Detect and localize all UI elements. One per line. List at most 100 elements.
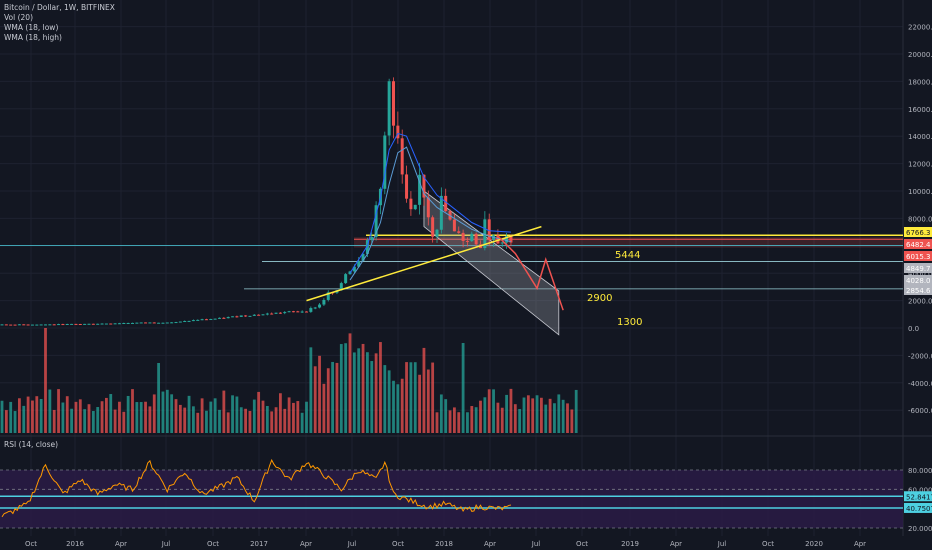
candle-body xyxy=(65,324,69,326)
volume-bar xyxy=(235,396,239,433)
projection-path[interactable] xyxy=(497,235,564,311)
candle-body xyxy=(113,323,117,325)
volume-bar xyxy=(9,401,13,433)
candle-body xyxy=(178,321,182,323)
price-tick-label: 8000.0 xyxy=(908,215,932,223)
volume-bar xyxy=(57,389,60,433)
volume-bar xyxy=(396,384,400,433)
time-tick-label: Apr xyxy=(300,540,312,548)
candle-body xyxy=(300,311,304,313)
candle-body xyxy=(287,311,291,313)
candle-body xyxy=(196,319,200,321)
volume-bar xyxy=(392,380,395,433)
volume-bar xyxy=(279,393,282,433)
price-tick-label: 0.0 xyxy=(908,325,919,333)
volume-bar xyxy=(470,406,474,433)
volume-bar xyxy=(400,378,404,433)
volume-bar xyxy=(518,409,522,433)
volume-bar xyxy=(252,399,256,433)
volume-bar xyxy=(483,397,487,433)
candle-body xyxy=(274,312,278,314)
candle-body xyxy=(157,322,161,324)
candle-body xyxy=(487,219,491,240)
volume-bar xyxy=(387,370,391,433)
candle-body xyxy=(87,323,91,325)
volume-bar xyxy=(231,395,234,433)
volume-bar xyxy=(557,394,561,433)
candle-body xyxy=(26,324,30,326)
volume-bar xyxy=(100,401,104,433)
candle-body xyxy=(283,312,287,314)
volume-bar xyxy=(157,363,160,433)
volume-bar xyxy=(453,407,456,433)
volume-bar xyxy=(0,400,4,433)
time-tick-label: Oct xyxy=(762,540,774,548)
horizontal-levels[interactable] xyxy=(0,234,903,290)
volume-bar xyxy=(144,401,147,433)
price-tick-label: -4000.0 xyxy=(908,380,932,388)
volume-bar xyxy=(339,344,343,433)
volume-bar xyxy=(52,409,56,433)
volume-bar xyxy=(326,368,330,433)
trendline[interactable] xyxy=(306,225,542,302)
price-tick-label: 22000.0 xyxy=(908,24,932,32)
main-legend: Bitcoin / Dollar, 1W, BITFINEX Vol (20) … xyxy=(4,3,115,43)
time-tick-label: Apr xyxy=(484,540,496,548)
volume-bar xyxy=(431,362,435,433)
candle-body xyxy=(270,313,274,315)
candle-body xyxy=(35,324,39,326)
volume-bar xyxy=(487,389,491,433)
volume-bar xyxy=(70,408,73,433)
candle-body xyxy=(74,323,78,325)
annotation-1300: 1300 xyxy=(617,317,642,328)
indicator-wma-low: WMA (18, low) xyxy=(4,23,59,32)
indicator-volume: Vol (20) xyxy=(4,13,34,22)
volume-bar xyxy=(239,407,243,433)
candle-body xyxy=(104,323,108,325)
chart-title: Bitcoin / Dollar, 1W, BITFINEX xyxy=(4,3,115,12)
price-channel[interactable] xyxy=(423,190,560,336)
volume-bar xyxy=(161,391,165,433)
price-tick-label: 12000.0 xyxy=(908,161,932,169)
volume-bar xyxy=(513,404,517,433)
price-tag-label: 4849.7 xyxy=(906,265,931,273)
candle-body xyxy=(248,315,252,317)
price-tag-bg xyxy=(904,239,932,249)
candle-body xyxy=(339,283,343,291)
volume-bar xyxy=(83,409,87,433)
candle-body xyxy=(426,197,430,218)
time-tick-label: 2018 xyxy=(435,540,453,548)
time-axis[interactable]: Oct 2016 Apr Jul Oct 2017 Apr Jul Oct 2018 Apr Jul O… xyxy=(25,540,866,548)
candle-body xyxy=(361,253,365,261)
time-tick-label: 2017 xyxy=(250,540,268,548)
rsi-value-tag-bg xyxy=(904,502,932,513)
volume-bar xyxy=(35,396,39,433)
candle-body xyxy=(30,324,34,326)
price-axis[interactable]: 22000.0 20000.0 18000.0 16000.0 14000.0 12000… xyxy=(904,24,932,533)
volume-bar xyxy=(409,362,413,433)
rsi-value-tag-label: 40.7507 xyxy=(906,505,932,513)
volume-bar xyxy=(44,328,47,433)
time-tick-label: Oct xyxy=(576,540,588,548)
grid-lines xyxy=(0,0,932,536)
rsi-title: RSI (14, close) xyxy=(4,440,59,449)
volume-bar xyxy=(65,396,69,433)
candle-body xyxy=(109,323,113,325)
candle-body xyxy=(117,323,121,325)
volume-bar xyxy=(522,397,526,433)
volume-bar xyxy=(435,412,439,433)
candle-body xyxy=(244,315,248,317)
volume-bar xyxy=(113,409,117,433)
volume-bar xyxy=(26,396,30,433)
volume-bar xyxy=(335,362,339,433)
volume-bar xyxy=(13,411,17,433)
volume-bar xyxy=(135,402,139,433)
price-tag-label: 6766.3 xyxy=(906,229,931,237)
volume-bar xyxy=(570,409,574,433)
volume-bar xyxy=(244,408,247,433)
price-tag-bg xyxy=(904,227,932,237)
volume-bar xyxy=(309,347,313,433)
volume-bar xyxy=(474,407,478,433)
candle-body xyxy=(174,322,178,324)
